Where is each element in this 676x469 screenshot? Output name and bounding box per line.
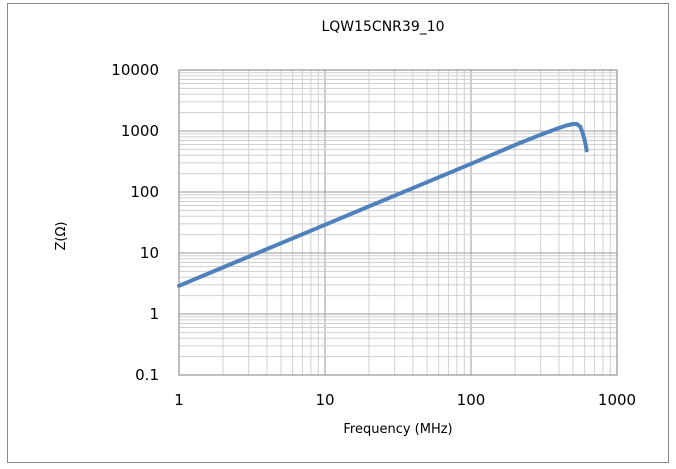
plot-area-border xyxy=(178,69,618,376)
chart-title: LQW15CNR39_10 xyxy=(321,19,444,35)
x-tick-labels: 1 10 100 1000 xyxy=(174,391,636,409)
y-tick-label: 100 xyxy=(130,183,159,201)
y-tick-label: 10000 xyxy=(111,61,159,79)
x-axis-label: Frequency (MHz) xyxy=(343,422,452,437)
y-tick-label: 10 xyxy=(140,244,159,262)
series-group xyxy=(177,122,589,288)
y-tick-label: 1000 xyxy=(121,122,159,140)
chart-frame: LQW15CNR39_10 Frequency (MHz) Z(Ω) 1 10 10… xyxy=(7,3,669,463)
y-tick-label: 0.1 xyxy=(135,366,159,384)
series-line xyxy=(177,122,589,288)
x-tick-label: 1000 xyxy=(598,391,636,409)
y-tick-labels: 0.1 1 10 100 1000 10000 xyxy=(111,61,159,384)
grid-lines xyxy=(178,69,618,376)
x-tick-label: 100 xyxy=(457,391,486,409)
chart-svg: LQW15CNR39_10 Frequency (MHz) Z(Ω) 1 10 10… xyxy=(54,19,636,437)
y-axis-label: Z(Ω) xyxy=(54,222,69,251)
x-tick-label: 10 xyxy=(315,391,334,409)
x-tick-label: 1 xyxy=(174,391,184,409)
y-tick-label: 1 xyxy=(149,305,159,323)
